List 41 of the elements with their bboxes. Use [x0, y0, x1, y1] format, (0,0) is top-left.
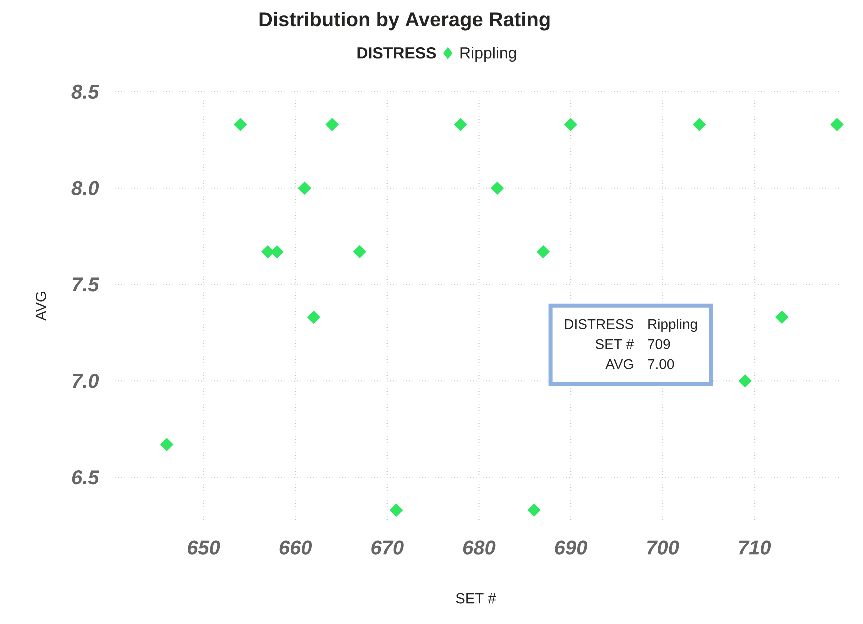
point — [262, 245, 275, 259]
point — [776, 311, 789, 324]
legend-label: Rippling — [460, 47, 516, 62]
point — [353, 245, 366, 259]
y-tick-label: 7.5 — [72, 278, 100, 292]
x-tick-label: 670 — [372, 540, 404, 555]
x-tick-label: 680 — [463, 540, 496, 555]
annotation: AVG — [606, 359, 634, 370]
y-tick-label: 7.0 — [72, 374, 100, 388]
point — [528, 504, 541, 517]
point — [830, 118, 844, 132]
point — [454, 118, 468, 132]
point — [326, 118, 339, 132]
point — [693, 118, 706, 132]
y-tick-label: 8.5 — [72, 84, 100, 100]
point — [564, 118, 578, 132]
point — [160, 438, 174, 452]
point — [298, 182, 312, 195]
point — [234, 118, 248, 132]
annotation: 709 — [648, 339, 670, 350]
annotation: SET # — [596, 339, 634, 350]
x-tick-label: 700 — [648, 540, 680, 555]
annotation: 7.00 — [648, 359, 674, 370]
point — [738, 374, 752, 388]
y-tick-label: 8.0 — [72, 181, 100, 196]
x-tick-label: 710 — [739, 540, 772, 555]
chart-title: Distribution by Average Rating — [260, 12, 550, 31]
y-tick-label: 6.5 — [72, 470, 100, 485]
x-tick-label: 690 — [555, 540, 588, 555]
x-axis-title: SET # — [456, 593, 496, 604]
x-tick-label: 660 — [280, 540, 312, 555]
point — [270, 245, 284, 259]
annotation: DISTRESS — [565, 319, 634, 330]
annotation: Rippling — [648, 319, 698, 332]
point — [491, 182, 504, 195]
y-axis-title: AVG — [36, 292, 46, 321]
point — [536, 245, 550, 259]
legend-title: DISTRESS — [358, 47, 436, 59]
point — [390, 504, 404, 517]
point — [307, 311, 320, 324]
x-tick-label: 650 — [188, 540, 220, 555]
